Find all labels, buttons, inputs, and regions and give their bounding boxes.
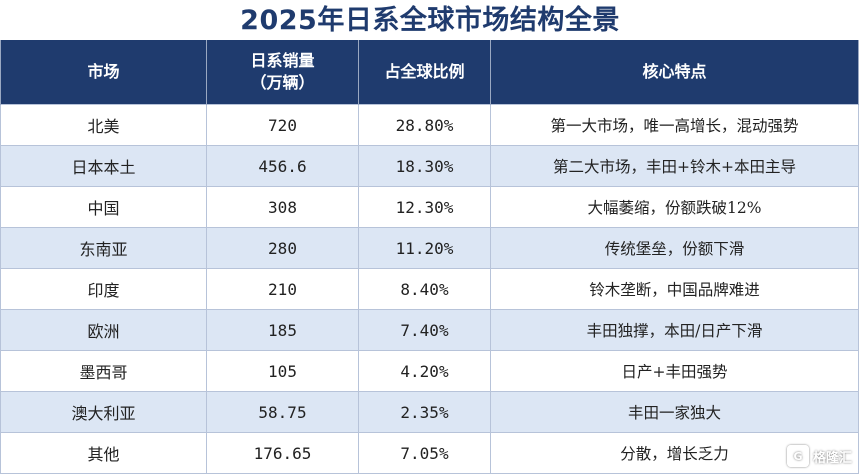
cell-features: 第一大市场，唯一高增长，混动强势 [490,104,859,146]
cell-share: 7.05% [358,432,491,474]
cell-share: 2.35% [358,391,491,433]
table-row: 日本本土 456.6 18.30% 第二大市场，丰田+铃木+本田主导 [0,145,859,187]
table-row: 澳大利亚 58.75 2.35% 丰田一家独大 [0,391,859,433]
cell-market: 日本本土 [0,145,207,187]
header-sales-line2: （万辆） [250,73,315,92]
cell-market: 其他 [0,432,207,474]
cell-features: 分散，增长乏力 [490,432,859,474]
cell-sales: 308 [206,186,359,228]
cell-features: 大幅萎缩，份额跌破12% [490,186,859,228]
cell-features: 丰田独撑，本田/日产下滑 [490,309,859,351]
cell-market: 东南亚 [0,227,207,269]
page-title: 2025年日系全球市场结构全景 [240,5,620,36]
table-row: 中国 308 12.30% 大幅萎缩，份额跌破12% [0,186,859,228]
table-header-row: 市场 日系销量 （万辆） 占全球比例 核心特点 [0,40,859,105]
cell-features: 日产+丰田强势 [490,350,859,392]
table-row: 北美 720 28.80% 第一大市场，唯一高增长，混动强势 [0,104,859,146]
watermark-text: 格隆汇 [812,450,852,466]
cell-market: 欧洲 [0,309,207,351]
cell-share: 28.80% [358,104,491,146]
cell-share: 12.30% [358,186,491,228]
cell-market: 澳大利亚 [0,391,207,433]
watermark: G 格隆汇 [786,445,852,467]
cell-sales: 176.65 [206,432,359,474]
cell-share: 18.30% [358,145,491,187]
table-row: 印度 210 8.40% 铃木垄断，中国品牌难进 [0,268,859,310]
header-sales-line1: 日系销量 [250,51,315,70]
cell-features: 铃木垄断，中国品牌难进 [490,268,859,310]
table-row: 墨西哥 105 4.20% 日产+丰田强势 [0,350,859,392]
header-features: 核心特点 [490,40,859,105]
cell-market: 印度 [0,268,207,310]
cell-share: 8.40% [358,268,491,310]
watermark-logo-icon: G [786,445,809,467]
cell-features: 第二大市场，丰田+铃木+本田主导 [490,145,859,187]
cell-sales: 210 [206,268,359,310]
cell-features: 丰田一家独大 [490,391,859,433]
cell-share: 4.20% [358,350,491,392]
table-row: 其他 176.65 7.05% 分散，增长乏力 [0,432,859,474]
cell-market: 墨西哥 [0,350,207,392]
table-row: 东南亚 280 11.20% 传统堡垒，份额下滑 [0,227,859,269]
cell-market: 北美 [0,104,207,146]
cell-sales: 720 [206,104,359,146]
cell-sales: 58.75 [206,391,359,433]
cell-share: 11.20% [358,227,491,269]
header-share: 占全球比例 [358,40,491,105]
market-structure-table: 市场 日系销量 （万辆） 占全球比例 核心特点 北美 720 28.80% 第一… [0,40,859,474]
table-row: 欧洲 185 7.40% 丰田独撑，本田/日产下滑 [0,309,859,351]
cell-features: 传统堡垒，份额下滑 [490,227,859,269]
cell-share: 7.40% [358,309,491,351]
header-market: 市场 [0,40,207,105]
cell-sales: 105 [206,350,359,392]
cell-sales: 280 [206,227,359,269]
cell-market: 中国 [0,186,207,228]
header-sales: 日系销量 （万辆） [206,40,359,105]
cell-sales: 185 [206,309,359,351]
cell-sales: 456.6 [206,145,359,187]
